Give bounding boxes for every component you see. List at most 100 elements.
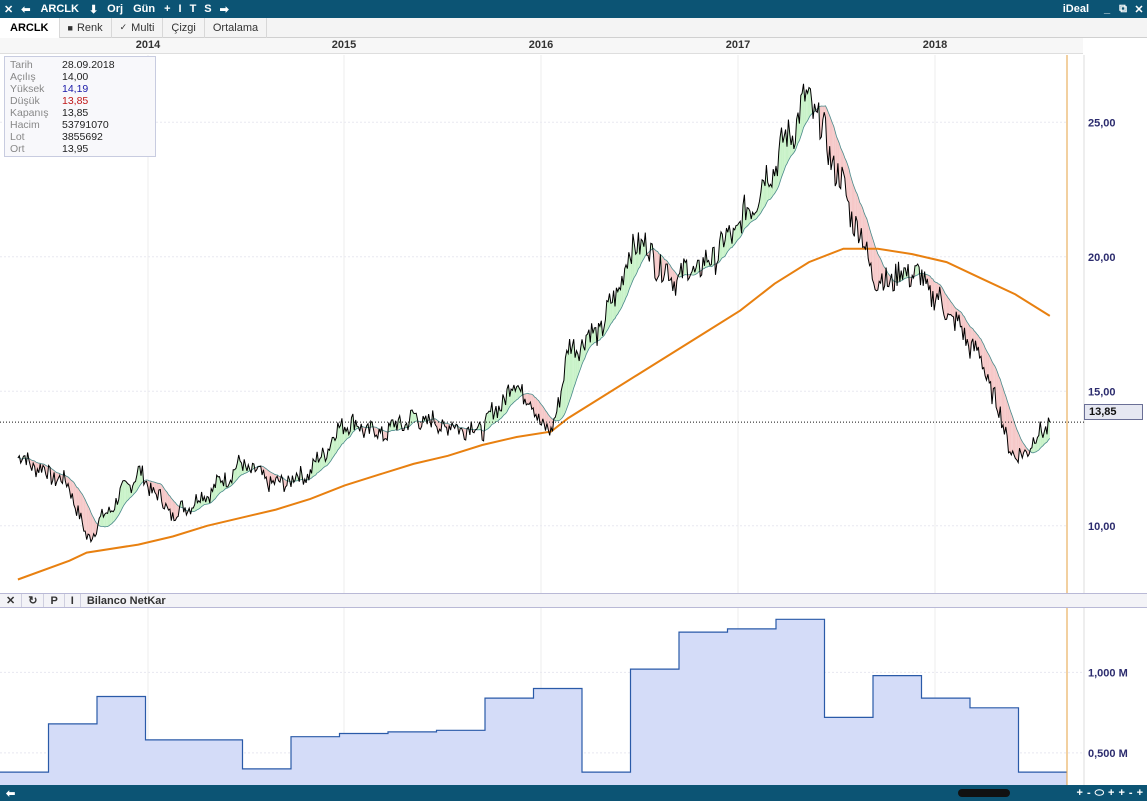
expand-icon[interactable]: + xyxy=(1108,787,1115,799)
forward-arrow-button[interactable]: ➡ xyxy=(219,3,229,16)
band-down xyxy=(982,342,984,369)
band-up xyxy=(216,475,219,497)
template-button[interactable]: T xyxy=(189,3,197,15)
long-ma-line xyxy=(17,247,1051,581)
shrink-icon[interactable]: - xyxy=(1128,787,1133,799)
band-up xyxy=(726,228,728,254)
band-down xyxy=(1008,404,1010,453)
band-down xyxy=(83,497,86,532)
panel-i-button[interactable]: I xyxy=(65,594,81,607)
year-label: 2018 xyxy=(922,39,948,51)
band-down xyxy=(934,281,936,311)
band-down xyxy=(1003,387,1005,435)
netkar-chart[interactable]: 0,500 M 1,000 M xyxy=(0,608,1147,785)
band-up xyxy=(410,410,413,426)
symbol-title[interactable]: ARCLK xyxy=(40,3,79,15)
band-up xyxy=(616,287,618,316)
year-label: 2016 xyxy=(528,39,554,51)
info-key: Tarih xyxy=(10,59,33,71)
restore-button[interactable]: ⧉ xyxy=(1119,2,1127,15)
band-down xyxy=(828,112,830,165)
band-down xyxy=(879,256,881,284)
close-panel-icon[interactable]: ✕ xyxy=(0,594,23,607)
band-up xyxy=(628,252,631,291)
scroll-left-icon[interactable]: ⬅ xyxy=(6,787,16,800)
renk-toggle[interactable]: ■ Renk xyxy=(60,17,112,38)
system-button[interactable]: S xyxy=(204,3,212,15)
info-key: Kapanış xyxy=(10,107,49,119)
band-up xyxy=(391,419,393,431)
info-row-close: Kapanış 13,85 xyxy=(10,107,150,119)
band-up xyxy=(218,476,220,495)
band-up xyxy=(134,481,136,494)
band-down xyxy=(90,512,93,542)
band-up xyxy=(904,267,906,279)
band-up xyxy=(191,508,194,512)
band-down xyxy=(869,228,871,266)
band-up xyxy=(788,119,790,161)
band-up xyxy=(572,339,574,393)
band-down xyxy=(527,393,529,405)
horizontal-scrollbar[interactable] xyxy=(958,789,1010,797)
band-down xyxy=(976,334,979,351)
panel-p-button[interactable]: P xyxy=(44,594,65,607)
short-ma-line xyxy=(17,105,1051,528)
band-up xyxy=(518,385,520,399)
multi-label: Multi xyxy=(131,21,155,34)
band-up xyxy=(627,252,629,295)
refresh-icon[interactable]: ↻ xyxy=(22,594,45,607)
ortalama-button[interactable]: Ortalama xyxy=(205,17,268,38)
zoom-out-icon[interactable]: - xyxy=(1086,787,1091,799)
band-down xyxy=(997,372,999,418)
window-close-button[interactable]: ✕ xyxy=(1134,3,1144,16)
download-icon[interactable]: ⬇ xyxy=(88,3,99,16)
plus-icon[interactable]: + xyxy=(1136,787,1143,799)
band-down xyxy=(985,347,987,381)
add-panel-icon[interactable]: + xyxy=(1118,787,1125,799)
y-tick-label: 0,500 M xyxy=(1088,748,1128,760)
zoom-in-icon[interactable]: + xyxy=(1076,787,1083,799)
band-up xyxy=(111,510,114,524)
netkar-area xyxy=(0,619,1067,785)
band-up xyxy=(1040,421,1042,449)
band-down xyxy=(88,505,90,536)
info-value: 13,95 xyxy=(62,143,89,155)
info-row-volume: Hacim 53791070 xyxy=(10,119,150,131)
fit-icon[interactable]: ⬭ xyxy=(1094,786,1105,799)
band-down xyxy=(949,299,951,315)
indicator-button[interactable]: I xyxy=(178,3,182,15)
band-up xyxy=(612,290,614,323)
band-down xyxy=(383,430,385,441)
band-down xyxy=(937,282,939,300)
band-up xyxy=(500,410,502,419)
band-down xyxy=(56,472,59,482)
band-up xyxy=(1048,417,1050,440)
band-up xyxy=(516,385,518,400)
band-up xyxy=(136,466,139,491)
band-down xyxy=(163,486,165,509)
ohlc-info-box: Tarih 28.09.2018 Açılış 14,00 Yüksek 14,19 … xyxy=(4,56,156,157)
minimize-button[interactable]: _ xyxy=(1103,3,1111,15)
multi-toggle[interactable]: ✓ Multi xyxy=(112,17,164,38)
band-down xyxy=(1014,421,1016,459)
add-button[interactable]: + xyxy=(164,3,171,15)
band-up xyxy=(807,87,809,121)
info-key: Yüksek xyxy=(10,83,45,95)
band-up xyxy=(617,287,620,314)
orj-button[interactable]: Orj xyxy=(107,3,124,15)
band-down xyxy=(546,412,549,430)
band-up xyxy=(211,488,213,503)
back-arrow-button[interactable]: ⬅ xyxy=(21,3,31,16)
band-down xyxy=(534,396,536,417)
band-down xyxy=(948,297,950,315)
symbol-tab[interactable]: ARCLK xyxy=(0,17,60,38)
info-row-open: Açılış 14,00 xyxy=(10,71,150,83)
close-chart-button[interactable]: ✕ xyxy=(4,3,14,16)
price-chart[interactable]: 10,00 15,00 20,00 25,00 xyxy=(0,55,1147,593)
band-up xyxy=(598,323,600,341)
band-up xyxy=(511,389,513,405)
netkar-line xyxy=(0,618,1067,773)
band-up xyxy=(240,461,242,477)
cizgi-button[interactable]: Çizgi xyxy=(163,17,205,38)
period-gun-button[interactable]: Gün xyxy=(133,3,156,15)
